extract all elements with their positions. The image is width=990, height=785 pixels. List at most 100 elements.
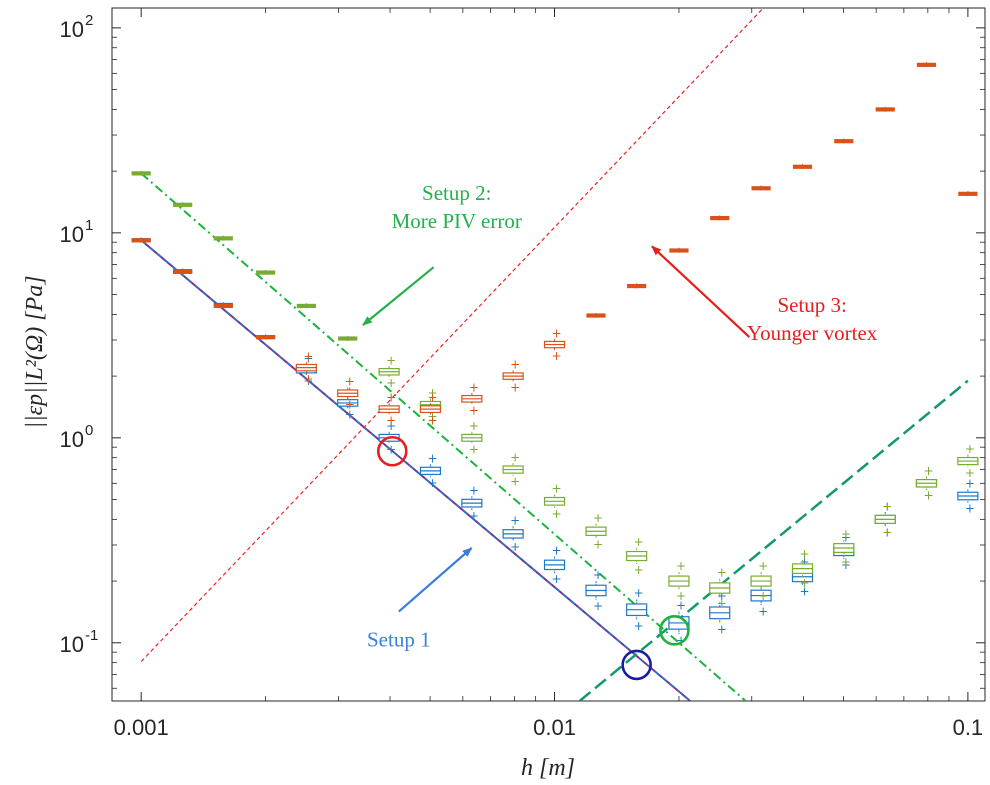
- setup1-intersection-circle: [621, 649, 652, 681]
- setup-2-box: [131, 170, 151, 177]
- svg-text:+: +: [386, 443, 396, 457]
- setup-3-box: ++: [337, 375, 359, 412]
- setup-2-box: ++: [668, 559, 690, 603]
- svg-text:+: +: [345, 375, 355, 389]
- svg-text:+: +: [386, 414, 396, 428]
- box-series: ++++++++++++++++++++++++ ++ ++++++++++++++…: [131, 62, 979, 647]
- setup-3-box: [834, 138, 854, 144]
- svg-text:+: +: [634, 586, 644, 600]
- x-tick-label: 0.01: [533, 715, 576, 740]
- svg-text:+: +: [965, 466, 975, 480]
- svg-text:+: +: [593, 538, 603, 552]
- setup-3-box: ++: [461, 380, 483, 417]
- svg-text:+: +: [923, 464, 933, 478]
- setup-2-box: ++: [874, 499, 896, 539]
- setup2-annotation-text: Setup 2: More PIV error: [392, 181, 522, 233]
- svg-text:+: +: [882, 499, 892, 513]
- svg-text:+: +: [386, 353, 396, 367]
- setup-3-box: [256, 334, 276, 340]
- setup-3-box: [958, 191, 978, 197]
- setup-2-box: ++: [750, 559, 772, 603]
- setup1-fit-line: [140, 239, 691, 701]
- setup-3-box: ++: [295, 349, 317, 386]
- svg-text:+: +: [469, 443, 479, 457]
- setup-3-box: [751, 185, 771, 191]
- svg-text:+: +: [923, 489, 933, 503]
- setup-1-box: ++: [543, 544, 566, 586]
- y-tick-label: 10: [60, 632, 84, 657]
- setup-3-box: ++: [419, 391, 442, 428]
- svg-text:+: +: [799, 585, 809, 599]
- y-axis-label: ||εp||L²(Ω) [Pa]: [22, 275, 48, 428]
- x-tick-label: 0.001: [114, 715, 169, 740]
- setup2-annotation-arrow: [362, 266, 435, 326]
- svg-text:+: +: [552, 572, 562, 586]
- svg-text:+: +: [303, 351, 313, 365]
- svg-text:+: +: [923, 489, 933, 503]
- setup-2-box: ++: [502, 450, 524, 489]
- svg-text:+: +: [345, 407, 355, 421]
- setup-3-box: [710, 215, 730, 221]
- svg-text:+: +: [303, 349, 313, 363]
- svg-text:+: +: [303, 374, 313, 388]
- svg-text:+: +: [552, 349, 562, 363]
- setup-3-box: [131, 237, 151, 243]
- svg-text:+: +: [510, 358, 520, 372]
- svg-text:+: +: [965, 442, 975, 456]
- setup3-intersection-circle: [376, 435, 408, 467]
- setup-2-box: [213, 235, 233, 242]
- svg-text:+: +: [923, 464, 933, 478]
- svg-text:+: +: [552, 326, 562, 340]
- ascending-fit-line: [578, 379, 969, 701]
- setup-2-box: [173, 202, 193, 208]
- setup-3-box: [173, 269, 193, 275]
- svg-text:+: +: [717, 623, 727, 637]
- setup-2-box: [296, 303, 316, 309]
- svg-text:+: +: [386, 419, 396, 433]
- svg-text:+: +: [510, 513, 520, 527]
- setup3-fit-line: [140, 8, 764, 662]
- svg-text:+: +: [841, 558, 851, 572]
- svg-text:+: +: [510, 381, 520, 395]
- svg-text:+: +: [676, 633, 686, 647]
- svg-text:+: +: [510, 540, 520, 554]
- svg-text:+: +: [427, 414, 437, 428]
- setup-2-box: ++: [833, 527, 855, 569]
- svg-text:+: +: [552, 507, 562, 521]
- svg-text:+: +: [717, 589, 727, 603]
- setup-3-box: [916, 62, 937, 68]
- svg-text:+: +: [882, 525, 892, 539]
- setup1-annotation-text: Setup 1: [367, 627, 431, 651]
- y-tick-label: 10: [60, 17, 84, 42]
- x-axis-label: h [m]: [521, 755, 575, 781]
- setup-2-box: ++: [915, 464, 938, 503]
- svg-text:+: +: [469, 419, 479, 433]
- svg-text:+: +: [841, 555, 851, 569]
- setup-1-box: ++: [419, 452, 442, 490]
- svg-text:+: +: [799, 547, 809, 561]
- setup-3-box: ++: [543, 326, 566, 363]
- svg-text:+: +: [593, 568, 603, 582]
- svg-text:+: +: [427, 452, 437, 466]
- svg-text:+: +: [469, 403, 479, 417]
- setup-1-box: ++: [461, 483, 483, 523]
- y-tick-exponent: 0: [85, 422, 93, 439]
- svg-text:+: +: [469, 483, 479, 497]
- svg-text:+: +: [758, 589, 768, 603]
- svg-text:+: +: [469, 509, 479, 523]
- setup1-annotation-arrow: [398, 547, 473, 613]
- svg-text:+: +: [469, 380, 479, 394]
- svg-text:+: +: [593, 511, 603, 525]
- setup-3-box: ++: [502, 358, 524, 395]
- setup3-annotation-text: Setup 3: Younger vortex: [747, 293, 878, 345]
- plot-area: [111, 7, 986, 702]
- svg-text:+: +: [510, 475, 520, 489]
- svg-text:+: +: [965, 476, 975, 490]
- svg-text:+: +: [427, 391, 437, 405]
- svg-text:+: +: [303, 372, 313, 386]
- svg-text:+: +: [882, 499, 892, 513]
- svg-text:+: +: [717, 596, 727, 610]
- setup-2-box: [338, 335, 358, 342]
- y-tick-exponent: 1: [85, 217, 93, 234]
